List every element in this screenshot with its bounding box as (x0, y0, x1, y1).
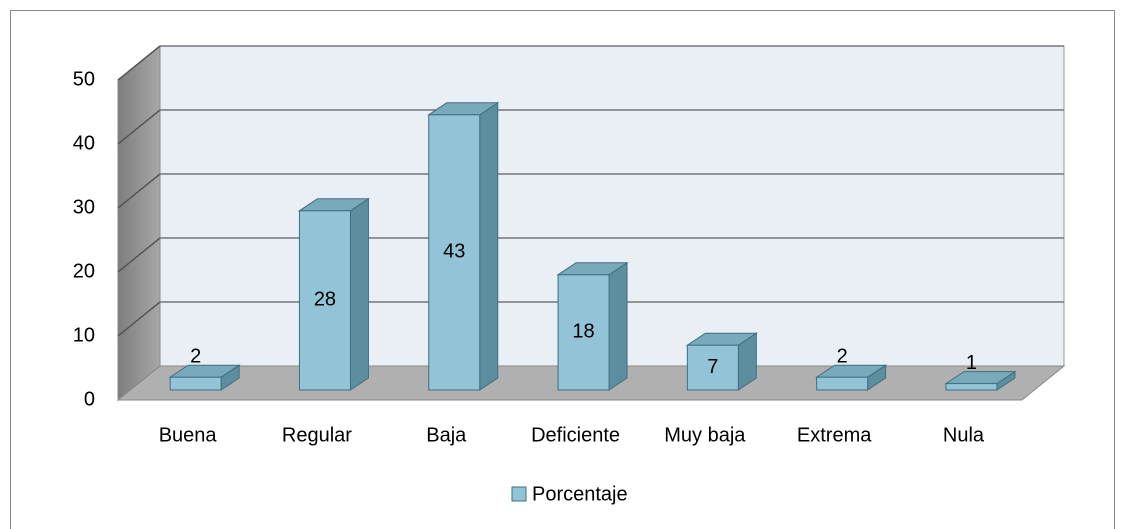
bar-side (349, 197, 369, 391)
data-label: 1 (966, 352, 977, 374)
y-tick-label: 10 (73, 324, 95, 346)
grid-line-side (117, 237, 161, 273)
x-tick-label: Deficiente (531, 424, 620, 446)
bar-front (557, 274, 610, 391)
y-tick-label: 50 (73, 68, 95, 90)
grid-line-side (117, 301, 161, 337)
x-tick-label: Extrema (797, 424, 872, 446)
data-label: 7 (707, 356, 718, 378)
bar-front (169, 376, 222, 391)
legend-swatch (511, 486, 527, 502)
data-label: 2 (190, 345, 201, 367)
x-tick-label: Nula (943, 424, 985, 446)
data-label: 28 (314, 289, 336, 311)
bars: 2 28 43 18 7 2 1 (168, 101, 1017, 391)
bar-front (945, 383, 998, 391)
y-tick-label: 40 (73, 132, 95, 154)
data-label: 43 (443, 241, 465, 263)
bar (297, 197, 371, 391)
x-tick-label: Regular (282, 424, 352, 446)
bar (168, 364, 241, 391)
bar-front (298, 210, 351, 391)
grid-line-side (117, 109, 161, 145)
y-tick-label: 30 (73, 196, 95, 218)
side-wall (117, 44, 161, 402)
bar-side (479, 101, 499, 391)
bar (427, 101, 500, 391)
bar-front (428, 114, 481, 391)
legend-label: Porcentaje (532, 483, 628, 505)
x-tick-label: Muy baja (664, 424, 746, 446)
grid-line-side (117, 45, 161, 81)
bar-front (686, 344, 739, 391)
bar (944, 370, 1017, 391)
bar (814, 364, 888, 391)
y-tick-label: 20 (73, 260, 95, 282)
bar-side (608, 261, 628, 391)
x-tick-label: Baja (426, 424, 467, 446)
grid-line-side (117, 173, 161, 209)
data-label: 2 (837, 345, 848, 367)
bar (556, 261, 629, 391)
bar-front (816, 376, 869, 391)
bar (685, 332, 759, 391)
y-tick-label: 0 (84, 388, 95, 410)
data-label: 18 (572, 321, 594, 343)
x-tick-label: Buena (159, 424, 218, 446)
